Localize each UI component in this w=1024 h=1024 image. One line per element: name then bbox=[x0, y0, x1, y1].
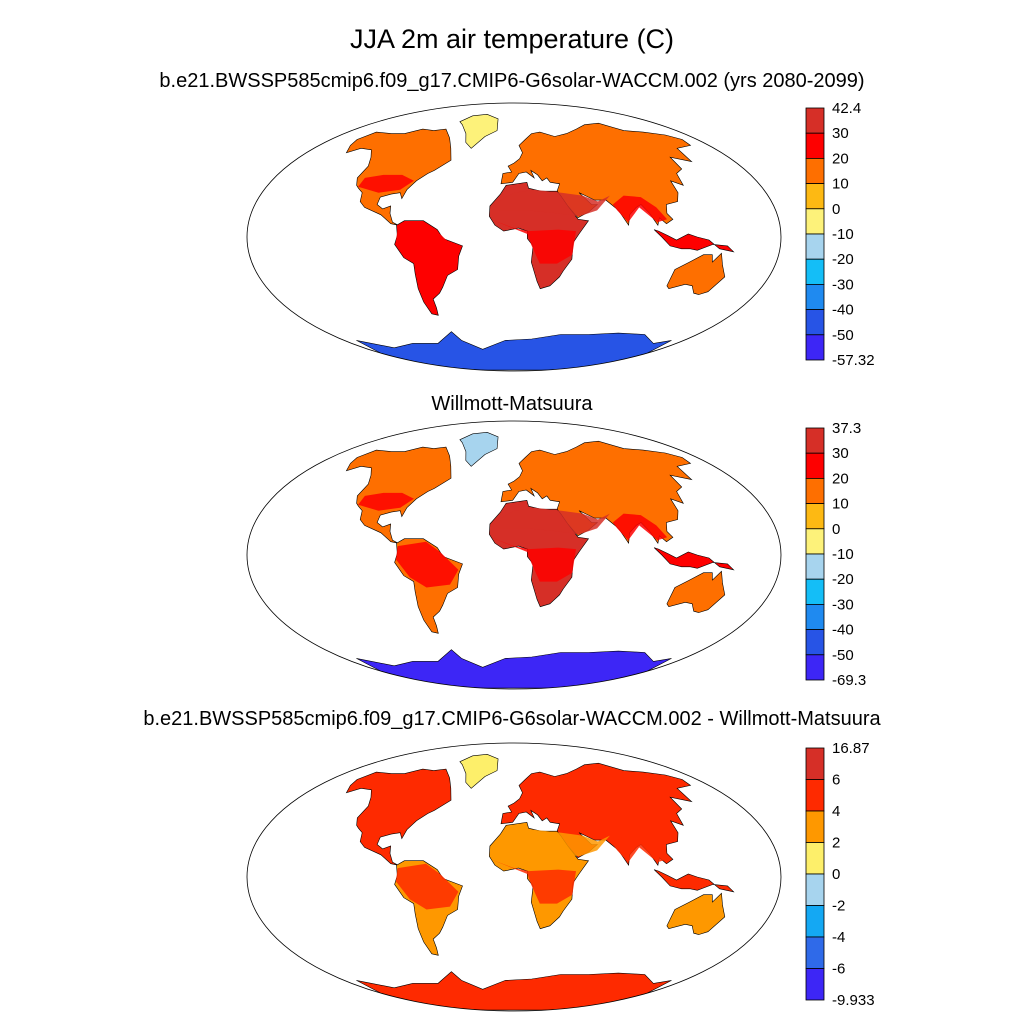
temperature-region-tropics-band-south-america bbox=[395, 223, 459, 270]
colorbar-label: 16.87 bbox=[832, 740, 870, 757]
colorbar-swatch bbox=[805, 452, 825, 479]
temperature-region-tropics-band-africa bbox=[490, 859, 576, 904]
panel-1-colorbar: 42.4 30 20 10 0 -10 -20 -30 -40 -50 -57.32 bbox=[805, 100, 875, 369]
colorbar-swatch bbox=[805, 309, 825, 336]
landmass-australia bbox=[666, 252, 726, 295]
colorbar-swatch bbox=[805, 258, 825, 285]
colorbar-swatch bbox=[805, 107, 825, 134]
colorbar-swatch bbox=[805, 654, 825, 681]
landmass-australia bbox=[666, 892, 726, 935]
colorbar-label: -2 bbox=[832, 898, 845, 915]
colorbar-swatch bbox=[805, 842, 825, 875]
colorbar-label: 6 bbox=[832, 772, 840, 789]
panel-1-map bbox=[246, 102, 782, 372]
temperature-region-tropics-band-africa bbox=[490, 537, 576, 582]
colorbar-label: -20 bbox=[832, 251, 854, 268]
temperature-region-tropics-band-africa bbox=[490, 219, 576, 264]
colorbar-label: 4 bbox=[832, 803, 840, 820]
colorbar-label: 2 bbox=[832, 835, 840, 852]
landmass-indonesia bbox=[653, 229, 735, 253]
temperature-region-tropics-band-south-america bbox=[395, 541, 459, 588]
landmass-greenland bbox=[459, 113, 499, 149]
temperature-region-us-warm-region bbox=[358, 174, 414, 193]
panel-3-map bbox=[246, 742, 782, 1012]
colorbar-swatch bbox=[805, 478, 825, 505]
panel-2-map bbox=[246, 420, 782, 690]
colorbar-swatch bbox=[805, 603, 825, 630]
colorbar-label: -4 bbox=[832, 929, 845, 946]
colorbar-label: 20 bbox=[832, 150, 849, 167]
colorbar-swatch bbox=[805, 233, 825, 260]
colorbar-label: -10 bbox=[832, 226, 854, 243]
colorbar-swatch bbox=[805, 905, 825, 938]
landmass-greenland bbox=[459, 753, 499, 789]
colorbar-swatch bbox=[805, 629, 825, 656]
map-border bbox=[246, 102, 782, 372]
colorbar-label: -30 bbox=[832, 596, 854, 613]
colorbar-swatch bbox=[805, 553, 825, 580]
temperature-region-tropics-band-south-america bbox=[395, 863, 459, 910]
temperature-region-south-asia-tropics bbox=[612, 513, 668, 541]
colorbar-swatch bbox=[805, 208, 825, 235]
panel-3-subtitle: b.e21.BWSSP585cmip6.f09_g17.CMIP6-G6sola… bbox=[143, 708, 881, 730]
landmass-indonesia bbox=[653, 869, 735, 893]
landmass-antarctica bbox=[356, 649, 672, 689]
colorbar-label: -40 bbox=[832, 302, 854, 319]
colorbar-label: -10 bbox=[832, 546, 854, 563]
landmass-antarctica bbox=[356, 971, 672, 1011]
colorbar-label: -50 bbox=[832, 647, 854, 664]
colorbar-swatch bbox=[805, 427, 825, 454]
landmass-australia bbox=[666, 570, 726, 613]
colorbar-swatch bbox=[805, 747, 825, 780]
colorbar-label: 0 bbox=[832, 866, 840, 883]
colorbar-label: -57.32 bbox=[832, 352, 875, 369]
colorbar-label: -30 bbox=[832, 276, 854, 293]
colorbar-swatch bbox=[805, 158, 825, 185]
colorbar-label: -69.3 bbox=[832, 672, 866, 689]
temperature-region-us-warm-region bbox=[358, 492, 414, 511]
colorbar-label: 10 bbox=[832, 496, 849, 513]
colorbar-label: 37.3 bbox=[832, 420, 861, 437]
colorbar-label: -50 bbox=[832, 327, 854, 344]
panel-1-subtitle: b.e21.BWSSP585cmip6.f09_g17.CMIP6-G6sola… bbox=[159, 70, 865, 92]
colorbar-swatch bbox=[805, 779, 825, 812]
colorbar-label: -9.933 bbox=[832, 992, 875, 1009]
temperature-region-sahara-arabia-desert bbox=[492, 507, 610, 535]
colorbar-label: 10 bbox=[832, 176, 849, 193]
landmass-antarctica bbox=[356, 331, 672, 371]
colorbar-swatch bbox=[805, 183, 825, 210]
colorbar-label: 30 bbox=[832, 125, 849, 142]
colorbar-swatch bbox=[805, 936, 825, 969]
temperature-region-us-warm-region bbox=[358, 814, 414, 833]
figure-title: JJA 2m air temperature (C) bbox=[349, 24, 675, 54]
temperature-region-south-asia-tropics bbox=[612, 195, 668, 223]
colorbar-swatch bbox=[805, 873, 825, 906]
colorbar-label: 0 bbox=[832, 521, 840, 538]
temperature-region-south-asia-tropics bbox=[612, 835, 668, 863]
landmass-indonesia bbox=[653, 547, 735, 571]
colorbar-label: 42.4 bbox=[832, 100, 861, 117]
map-border bbox=[246, 742, 782, 1012]
temperature-region-sahara-arabia-desert bbox=[492, 189, 610, 217]
colorbar-swatch bbox=[805, 132, 825, 159]
map-border bbox=[246, 420, 782, 690]
colorbar-swatch bbox=[805, 334, 825, 361]
colorbar-swatch bbox=[805, 283, 825, 310]
colorbar-label: -20 bbox=[832, 571, 854, 588]
panel-2-colorbar: 37.3 30 20 10 0 -10 -20 -30 -40 -50 -69.3 bbox=[805, 420, 866, 689]
colorbar-swatch bbox=[805, 810, 825, 843]
panel-2-subtitle: Willmott-Matsuura bbox=[431, 393, 593, 415]
colorbar-swatch bbox=[805, 968, 825, 1001]
panel-3-colorbar: 16.87 6 4 2 0 -2 -4 -6 -9.933 bbox=[805, 740, 875, 1009]
colorbar-swatch bbox=[805, 578, 825, 605]
colorbar-label: 20 bbox=[832, 470, 849, 487]
colorbar-label: -40 bbox=[832, 622, 854, 639]
colorbar-swatch bbox=[805, 503, 825, 530]
colorbar-label: -6 bbox=[832, 961, 845, 978]
temperature-region-sahara-arabia-desert bbox=[492, 829, 610, 857]
colorbar-label: 0 bbox=[832, 201, 840, 218]
colorbar-label: 30 bbox=[832, 445, 849, 462]
colorbar-swatch bbox=[805, 528, 825, 555]
landmass-greenland bbox=[459, 431, 499, 467]
